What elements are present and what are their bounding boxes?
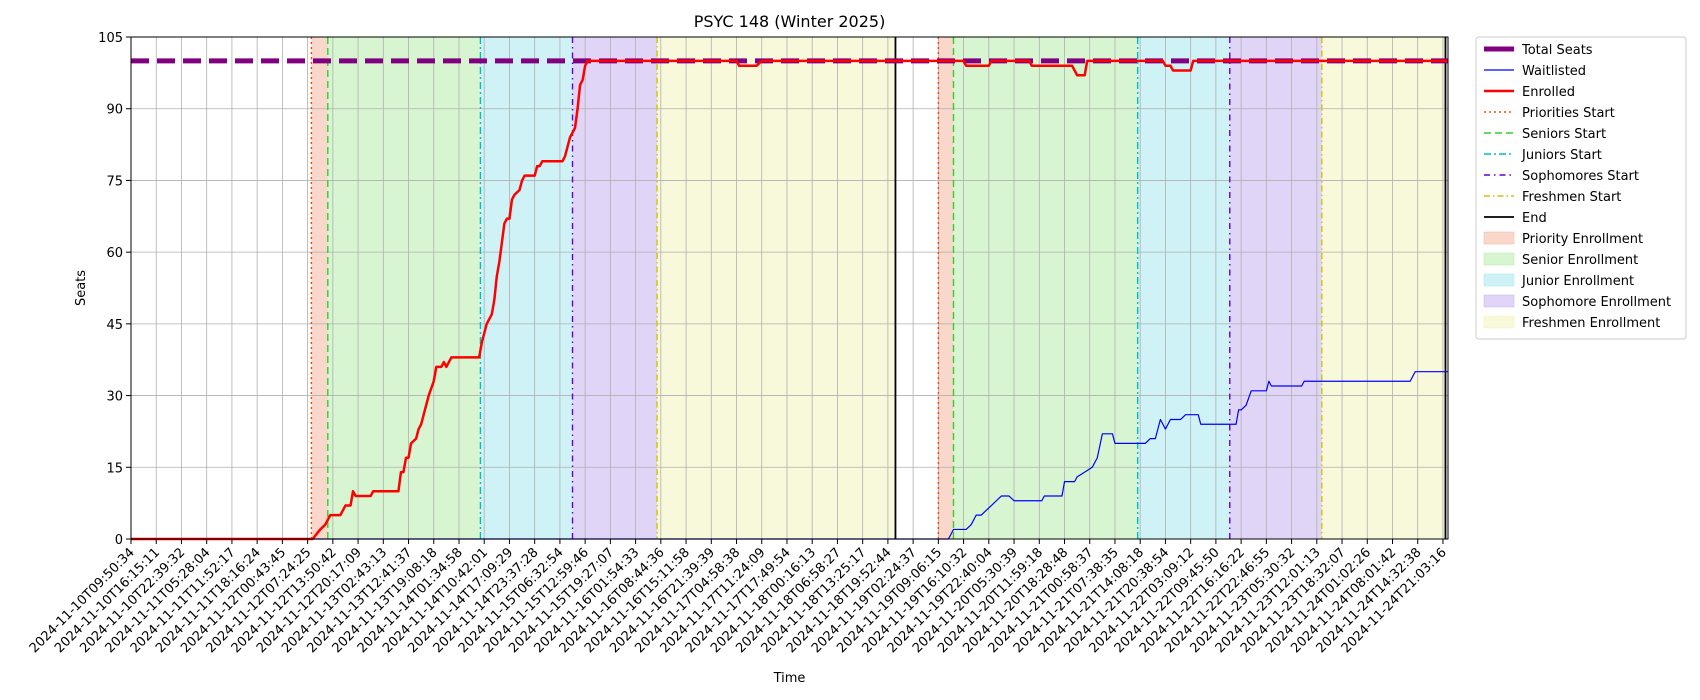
legend: Total Seats Waitlisted Enrolled Priorities …: [1475, 36, 1687, 340]
legend-label-total-seats: Total Seats: [1521, 43, 1593, 58]
data-series: [131, 58, 1448, 541]
period-senior-enrollment: [327, 37, 481, 539]
series-enrolled: [131, 59, 1448, 541]
legend-swatch-sophomore-enrollment: [1483, 294, 1515, 308]
x-axis-title: Time: [773, 671, 806, 686]
y-axis-title: Seats: [74, 270, 89, 306]
phase-markers: [310, 37, 1447, 539]
period-senior-enrollment: [953, 37, 1138, 539]
period-junior-enrollment: [480, 37, 573, 539]
legend-label-enrolled: Enrolled: [1522, 85, 1575, 100]
period-freshmen-enrollment: [657, 37, 896, 539]
y-tick-label: 45: [106, 318, 123, 333]
legend-label-sophomores-start: Sophomores Start: [1522, 169, 1639, 184]
period-junior-enrollment: [1137, 37, 1230, 539]
y-tick-label: 30: [106, 390, 123, 405]
legend-swatch-priority-enrollment: [1483, 231, 1515, 245]
legend-label-seniors-start: Seniors Start: [1522, 127, 1606, 142]
legend-label-waitlisted: Waitlisted: [1522, 64, 1586, 79]
legend-label-junior-enrollment: Junior Enrollment: [1521, 274, 1634, 289]
legend-swatch-freshmen-enrollment: [1483, 315, 1515, 329]
y-axis-ticks: 0 15 30 45 60 75 90 105: [98, 31, 131, 548]
y-tick-label: 90: [106, 103, 123, 118]
legend-label-freshmen-start: Freshmen Start: [1522, 190, 1621, 205]
legend-label-end: End: [1522, 211, 1547, 226]
period-sophomore-enrollment: [572, 37, 658, 539]
chart-title: PSYC 148 (Winter 2025): [694, 12, 886, 31]
y-tick-label: 60: [106, 246, 123, 261]
period-priority-enrollment: [938, 37, 954, 539]
legend-swatch-junior-enrollment: [1483, 273, 1515, 287]
legend-box: [1475, 36, 1687, 340]
y-tick-label: 0: [115, 533, 123, 548]
series-waitlisted: [131, 371, 1448, 540]
enrollment-periods: [311, 37, 1446, 539]
period-priority-enrollment: [311, 37, 328, 539]
legend-label-priority-enrollment: Priority Enrollment: [1522, 232, 1643, 247]
legend-label-priorities-start: Priorities Start: [1522, 106, 1615, 121]
legend-label-sophomore-enrollment: Sophomore Enrollment: [1522, 295, 1671, 310]
plot-frame: [130, 36, 1449, 540]
legend-label-senior-enrollment: Senior Enrollment: [1522, 253, 1638, 268]
legend-swatch-senior-enrollment: [1483, 252, 1515, 266]
period-freshmen-enrollment: [1321, 37, 1446, 539]
period-sophomore-enrollment: [1229, 37, 1322, 539]
y-tick-label: 75: [106, 174, 123, 189]
y-tick-label: 15: [106, 461, 123, 476]
legend-label-juniors-start: Juniors Start: [1521, 148, 1602, 163]
y-tick-label: 105: [98, 31, 123, 46]
legend-label-freshmen-enrollment: Freshmen Enrollment: [1522, 316, 1660, 331]
x-axis-ticks: 2024-11-10T09:50:342024-11-10T16:15:1120…: [27, 539, 1450, 656]
